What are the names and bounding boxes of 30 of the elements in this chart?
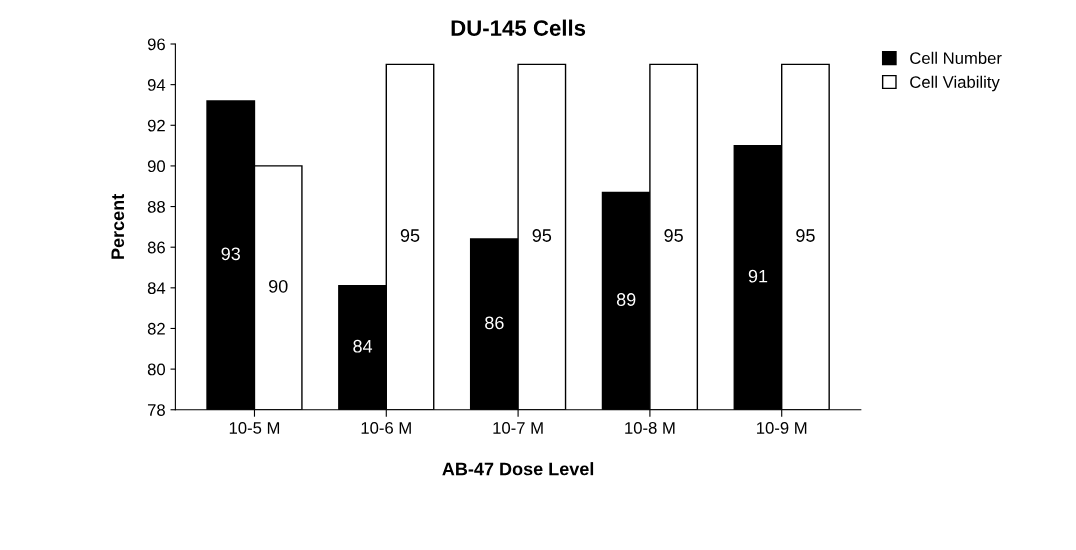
data-label: 89 (616, 293, 636, 306)
chart-title: DU-145 Cells (451, 19, 586, 36)
y-tick-label: 92 (147, 119, 165, 132)
x-tick-label: 10-8 M (625, 422, 675, 434)
data-label: 86 (485, 316, 504, 330)
legend-label: Cell Viability (910, 75, 1000, 92)
y-tick-label: 90 (147, 160, 166, 173)
data-label: 90 (269, 279, 288, 293)
y-axis-title: Percent (111, 193, 125, 259)
data-label: 84 (353, 339, 373, 353)
y-tick-label: 82 (147, 322, 165, 335)
x-tick-label: 10-9 M (757, 422, 807, 434)
y-tick-label: 96 (147, 38, 165, 51)
x-tick-label: 10-7 M (493, 422, 543, 434)
y-tick-label: 78 (147, 404, 165, 416)
x-axis-title: AB-47 Dose Level (442, 462, 594, 476)
x-tick-label: 10-6 M (361, 422, 411, 434)
x-tick-label: 10-5 M (229, 422, 280, 434)
y-tick-label: 80 (147, 363, 166, 376)
data-label: 95 (532, 229, 552, 242)
data-label: 95 (400, 229, 420, 242)
y-tick-label: 86 (147, 241, 165, 254)
data-label: 95 (664, 229, 683, 242)
data-label: 93 (221, 247, 240, 261)
data-label: 91 (748, 269, 768, 283)
data-label: 95 (796, 229, 815, 242)
legend-label: Cell Number (910, 51, 1002, 65)
y-tick-label: 84 (147, 282, 166, 295)
y-tick-label: 88 (147, 200, 165, 213)
y-tick-label: 94 (147, 79, 166, 91)
